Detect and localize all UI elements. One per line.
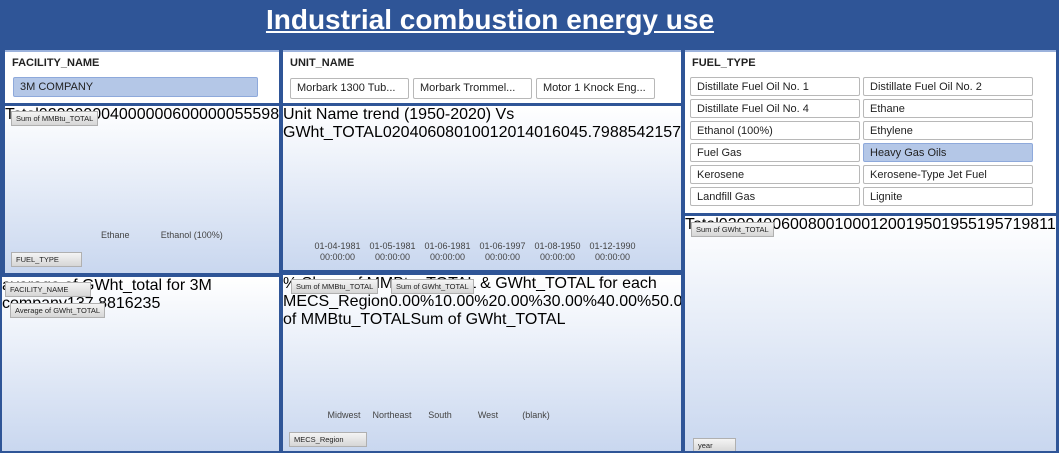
y-tick-label: 100 (462, 124, 490, 141)
filter-label: year (698, 441, 713, 450)
x-tick-label: 1957 (976, 216, 1013, 233)
filter-button[interactable]: year (693, 438, 736, 451)
x-tick-label: 01-04-1981 00:00:00 (314, 241, 361, 262)
chart-panel: average of GWht_total for 3M company137.… (2, 277, 279, 451)
y-tick-label: 140 (516, 124, 544, 141)
legend-label: Sum of GWht_TOTAL (410, 311, 566, 328)
field-button[interactable]: Sum of MMBtu_TOTAL (11, 111, 99, 126)
chart-panel: Unit Name trend (1950-2020) Vs GWht_TOTA… (283, 106, 681, 270)
y-tick-label: 160 (543, 124, 570, 141)
filter-label: MECS_Region (294, 435, 344, 444)
slicer-header: FUEL_TYPE (692, 57, 756, 69)
field-button[interactable]: Sum of GWht_TOTAL (691, 222, 774, 237)
y-tick-label: 120 (489, 124, 517, 141)
slicer: UNIT_NAME Morbark 1300 Tub... Morbark Trom… (283, 50, 681, 103)
x-tick-label: 01-12-1990 00:00:00 (589, 241, 636, 262)
y-tick-label: 80 (445, 124, 463, 141)
legend-label: Sum of MMBtu_TOTAL (283, 311, 411, 328)
slicer-item[interactable]: 3M COMPANY (13, 77, 258, 97)
y-tick-label: 1200 (870, 216, 906, 233)
slicer-item[interactable]: Ethanol (100%) (690, 121, 860, 140)
chart-panel: Total02000000400000060000005559800.33684… (5, 106, 279, 273)
chart-title: Unit Name trend (1950-2020) Vs GWht_TOTA… (283, 106, 515, 141)
y-tick-label: 40.00% (597, 293, 652, 310)
y-tick-label: 1000 (834, 216, 871, 233)
y-tick-label: 20 (391, 124, 410, 141)
slicer: FACILITY_NAME 3M COMPANY (5, 50, 279, 103)
slicer-item[interactable]: Distillate Fuel Oil No. 1 (690, 77, 860, 96)
filter-button[interactable]: MECS_Region (289, 432, 367, 447)
data-label: 57.3181105 (663, 124, 681, 141)
x-tick-label: 01-06-1997 00:00:00 (479, 241, 526, 262)
field-button[interactable]: Average of GWht_TOTAL (10, 303, 106, 318)
y-tick-label: 4000000 (110, 106, 173, 123)
slicer-item[interactable]: Morbark Trommel... (413, 78, 532, 99)
chart: Unit Name trend (1950-2020) Vs GWht_TOTA… (283, 106, 681, 142)
x-tick-label: 1982 (1046, 216, 1056, 233)
y-tick-label: 800 (807, 216, 835, 233)
slicer-item[interactable]: Ethylene (863, 121, 1033, 140)
x-tick-label: 1981 (1012, 216, 1047, 233)
data-label: 45.79885421 (569, 124, 664, 141)
slicer: FUEL_TYPE Distillate Fuel Oil No. 1 Distil… (685, 50, 1056, 213)
slicer-item[interactable]: Fuel Gas (690, 143, 860, 162)
x-tick-label: (blank) (522, 410, 550, 420)
filter-label: FUEL_TYPE (16, 255, 59, 264)
y-tick-label: 40 (409, 124, 428, 141)
slicer-item[interactable]: Motor 1 Knock Eng... (536, 78, 655, 99)
x-tick-label: Midwest (327, 410, 361, 420)
y-tick-label: 60 (427, 124, 446, 141)
x-tick-label: Ethanol (100%) (160, 230, 223, 240)
filter-label: FACILITY_NAME (10, 285, 69, 294)
y-tick-label: 30.00% (542, 293, 597, 310)
slicer-item[interactable]: Kerosene (690, 165, 860, 184)
y-tick-label: 50.00% (651, 293, 681, 310)
x-tick-label: 1950 (905, 216, 942, 233)
y-tick-label: 20.00% (488, 293, 543, 310)
slicer-item[interactable]: Morbark 1300 Tub... (290, 78, 409, 99)
slicer-header: UNIT_NAME (290, 57, 355, 69)
slicer-item[interactable]: Ethane (863, 99, 1033, 118)
chart: Total02004006008001000120019501955195719… (685, 216, 1056, 234)
x-tick-label: Northeast (372, 410, 412, 420)
slicer-item[interactable]: Distillate Fuel Oil No. 2 (863, 77, 1033, 96)
y-tick-label: 600 (781, 216, 808, 233)
chart-panel: Total02004006008001000120019501955195719… (685, 216, 1056, 451)
x-tick-label: 1955 (941, 216, 977, 233)
field-button[interactable]: Sum of MMBtu_TOTAL (291, 279, 379, 294)
y-tick-label: 10.00% (434, 293, 489, 310)
dashboard-title: Industrial combustion energy use (265, 4, 715, 35)
chart-panel: % Share of MMBtu_TOTAL & GWht_TOTAL for … (283, 275, 681, 451)
filter-button[interactable]: FACILITY_NAME (5, 282, 92, 297)
y-tick-label: 0.00% (388, 293, 435, 310)
slicer-item[interactable]: Lignite (863, 187, 1033, 206)
field-button[interactable]: Sum of GWht_TOTAL (391, 279, 474, 294)
x-tick-label: Ethane (100, 230, 130, 240)
x-tick-label: 01-06-1981 00:00:00 (424, 241, 471, 262)
slicer-item[interactable]: Kerosene-Type Jet Fuel (863, 165, 1033, 184)
data-label: 5559800.336 (234, 106, 279, 123)
y-tick-label: 6000000 (172, 106, 235, 123)
slicer-item[interactable]: Distillate Fuel Oil No. 4 (690, 99, 860, 118)
slicer-item[interactable]: Landfill Gas (690, 187, 860, 206)
x-tick-label: 01-05-1981 00:00:00 (369, 241, 416, 262)
x-tick-label: 01-08-1950 00:00:00 (534, 241, 581, 262)
filter-button[interactable]: FUEL_TYPE (11, 252, 82, 267)
slicer-header: FACILITY_NAME (12, 57, 100, 69)
x-tick-label: South (428, 410, 452, 420)
y-tick-label: 0 (382, 124, 392, 141)
x-tick-label: West (477, 410, 499, 420)
slicer-item[interactable]: Heavy Gas Oils (863, 143, 1033, 162)
